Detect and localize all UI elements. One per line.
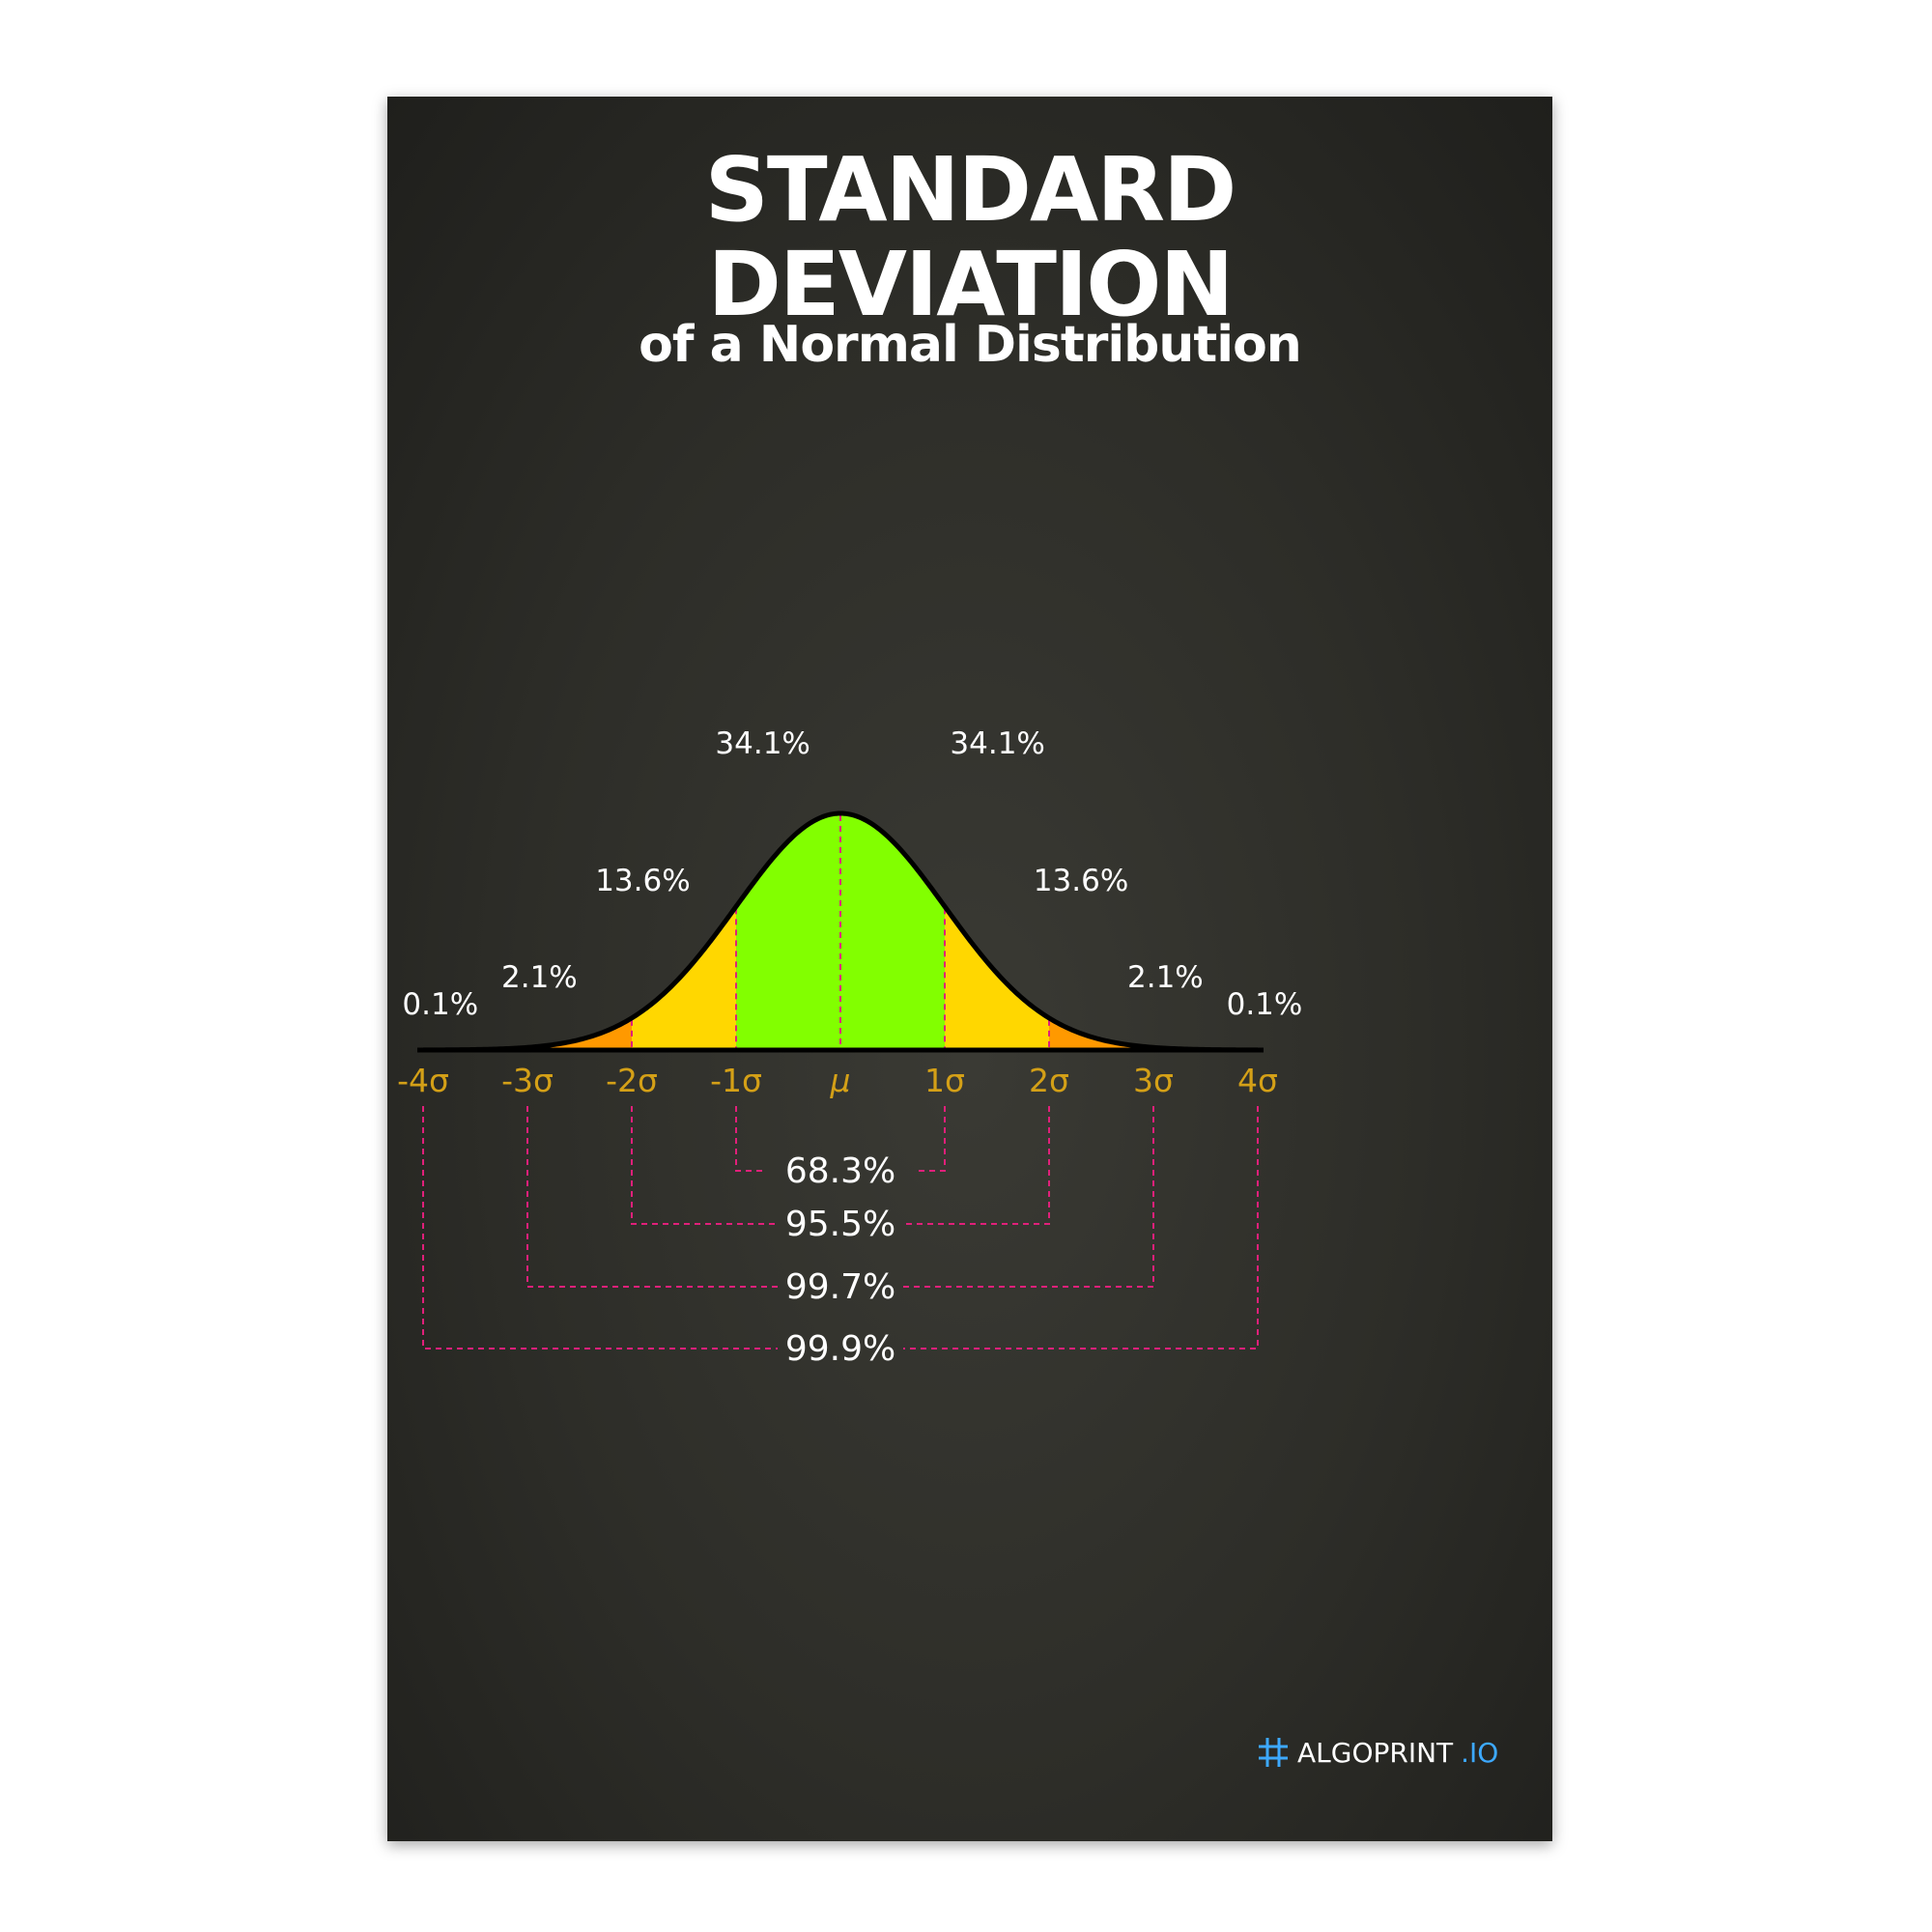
cumulative-label-1: 95.5% xyxy=(785,1205,895,1244)
x-tick-label-6: 2σ xyxy=(1029,1062,1069,1099)
bracket-right-1 xyxy=(903,1106,1050,1225)
cumulative-label-0: 68.3% xyxy=(785,1151,895,1191)
x-tick-label-3: -1σ xyxy=(710,1062,762,1099)
cumulative-label-3: 99.9% xyxy=(785,1329,895,1369)
bracket-left-1 xyxy=(631,1106,778,1225)
region-label-7: 0.1% xyxy=(1227,987,1303,1022)
x-tick-label-5: 1σ xyxy=(924,1062,965,1099)
cumulative-label-2: 99.7% xyxy=(785,1267,895,1307)
x-tick-label-7: 3σ xyxy=(1133,1062,1174,1099)
x-tick-label-2: -2σ xyxy=(606,1062,658,1099)
region-label-0: 0.1% xyxy=(402,987,478,1022)
curve-outline xyxy=(422,810,1259,1053)
region-1 xyxy=(527,1017,632,1050)
brand-logo: ALGOPRINT .IO xyxy=(1257,1731,1498,1774)
region-label-1: 2.1% xyxy=(501,960,578,995)
region-label-6: 2.1% xyxy=(1127,960,1204,995)
hash-grid-icon xyxy=(1259,1738,1288,1767)
bracket-left-2 xyxy=(526,1106,778,1288)
region-3 xyxy=(736,813,840,1050)
x-tick-label-4: μ xyxy=(830,1062,851,1099)
poster: STANDARD DEVIATION of a Normal Distribut… xyxy=(387,97,1552,1841)
bracket-left-0 xyxy=(735,1106,763,1172)
bracket-left-3 xyxy=(422,1106,778,1350)
x-tick-label-8: 4σ xyxy=(1237,1062,1278,1099)
bracket-right-0 xyxy=(918,1106,946,1172)
brand-tld: .IO xyxy=(1461,1736,1499,1769)
normal-distribution-chart: 0.1% 2.1% 13.6% 34.1% 34.1% 13.6% 2.1% 0.1% -4σ -… xyxy=(397,726,1303,1369)
region-label-4: 34.1% xyxy=(950,726,1044,761)
region-label-3: 34.1% xyxy=(715,726,810,761)
x-tick-label-0: -4σ xyxy=(397,1062,449,1099)
bracket-right-2 xyxy=(903,1106,1154,1288)
region-label-5: 13.6% xyxy=(1034,864,1128,898)
page-title: STANDARD xyxy=(704,138,1237,242)
brand-name: ALGOPRINT xyxy=(1297,1736,1454,1769)
region-4 xyxy=(840,813,945,1050)
region-6 xyxy=(1049,1017,1153,1050)
region-label-2: 13.6% xyxy=(595,864,690,898)
x-tick-label-1: -3σ xyxy=(501,1062,554,1099)
bracket-right-3 xyxy=(903,1106,1259,1350)
page-title-line2: DEVIATION xyxy=(707,233,1235,336)
subtitle: of a Normal Distribution xyxy=(639,316,1302,374)
